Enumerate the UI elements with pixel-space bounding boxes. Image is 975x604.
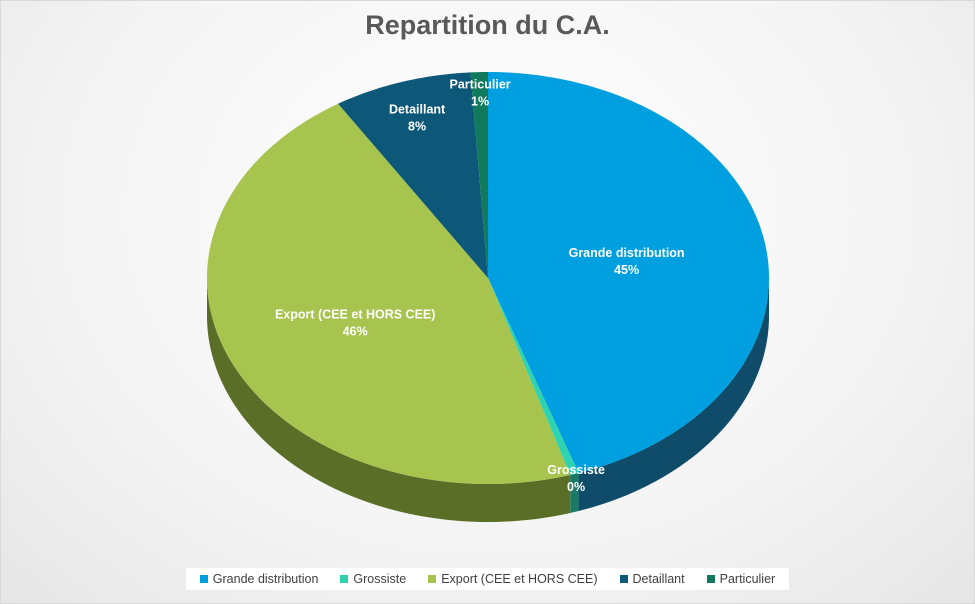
legend-item-grande-distribution: Grande distribution xyxy=(199,572,319,586)
pie-slice-particulier xyxy=(470,72,488,278)
data-label-category: Export (CEE et HORS CEE) xyxy=(275,308,435,322)
data-label-export-cee-et-hors-cee: Export (CEE et HORS CEE) 46% xyxy=(275,308,435,339)
data-label-category: Particulier xyxy=(450,78,511,92)
pie-side-grande-distribution xyxy=(578,278,769,511)
pie-slice-grossiste xyxy=(488,278,579,475)
legend-label: Grande distribution xyxy=(212,572,319,586)
legend-swatch xyxy=(340,575,349,583)
legend-swatch xyxy=(199,575,208,583)
pie-side-grossiste xyxy=(570,473,579,513)
data-label-percent: 0% xyxy=(567,480,585,494)
data-label-grossiste: Grossiste 0% xyxy=(547,463,605,494)
legend-label: Particulier xyxy=(719,572,776,586)
pie-side-export-cee-et-hors-cee xyxy=(207,278,571,522)
legend-item-particulier: Particulier xyxy=(706,572,776,586)
pie-top-faces xyxy=(207,72,769,484)
pie-side-walls xyxy=(207,278,769,522)
data-label-category: Grossiste xyxy=(547,463,605,477)
chart-title: Repartition du C.A. xyxy=(365,10,610,40)
pie-slice-export-cee-et-hors-cee xyxy=(207,103,571,484)
legend-box: Grande distribution Grossiste Export (CE… xyxy=(185,568,790,590)
data-labels: Grande distribution 45% Grossiste 0% Export … xyxy=(275,78,685,494)
legend-label: Grossiste xyxy=(353,572,407,586)
data-label-percent: 46% xyxy=(343,325,368,339)
legend-swatch xyxy=(619,575,628,583)
pie-slice-detaillant xyxy=(338,72,488,279)
legend-item-grossiste: Grossiste xyxy=(340,572,406,586)
pie-slice-grande-distribution xyxy=(488,72,769,473)
legend-swatch xyxy=(428,575,437,583)
data-label-detaillant: Detaillant 8% xyxy=(389,102,446,133)
data-label-particulier: Particulier 1% xyxy=(450,78,511,109)
chart-legend: Grande distribution Grossiste Export (CE… xyxy=(0,565,975,593)
data-label-percent: 45% xyxy=(614,263,639,277)
legend-item-export: Export (CEE et HORS CEE) xyxy=(428,572,598,586)
data-label-category: Grande distribution xyxy=(569,246,685,260)
data-label-category: Detaillant xyxy=(389,102,446,116)
data-label-percent: 1% xyxy=(471,95,489,109)
legend-swatch xyxy=(706,575,715,583)
legend-item-detaillant: Detaillant xyxy=(619,572,685,586)
legend-label: Export (CEE et HORS CEE) xyxy=(441,572,598,586)
legend-label: Detaillant xyxy=(632,572,685,586)
data-label-percent: 8% xyxy=(408,119,426,133)
data-label-grande-distribution: Grande distribution 45% xyxy=(569,246,685,277)
